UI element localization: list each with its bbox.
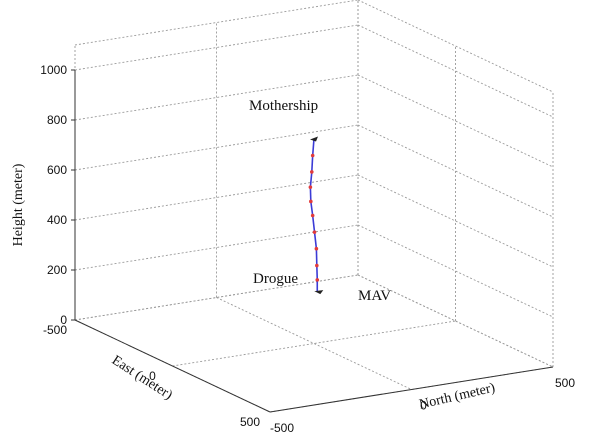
tick-label: 0 bbox=[420, 399, 427, 413]
tick-label: 800 bbox=[47, 113, 67, 127]
tick-label: 400 bbox=[47, 213, 67, 227]
trajectory-point bbox=[310, 213, 315, 218]
mav-label: MAV bbox=[358, 288, 391, 304]
grid-line bbox=[216, 297, 412, 390]
drogue-label: Drogue bbox=[253, 271, 298, 287]
trajectory-point bbox=[310, 170, 314, 174]
tick-label: 1000 bbox=[40, 63, 67, 77]
trajectory-point bbox=[315, 278, 320, 282]
x-axis-line bbox=[269, 366, 554, 413]
trajectory-point bbox=[314, 246, 319, 251]
trajectory-point bbox=[309, 199, 313, 204]
x-axis-label: North (meter) bbox=[418, 381, 497, 413]
tick-label: 0 bbox=[149, 369, 156, 383]
tick-label: 200 bbox=[47, 263, 67, 277]
tick-label: 500 bbox=[555, 376, 575, 390]
z-axis-label: Height (meter) bbox=[11, 163, 26, 246]
trajectory-point bbox=[310, 153, 315, 158]
tick-label: 0 bbox=[60, 313, 67, 327]
trajectory bbox=[308, 136, 324, 295]
y-axis-label: East (meter) bbox=[109, 353, 175, 403]
trajectory-point bbox=[312, 230, 317, 234]
trajectory-point bbox=[308, 185, 313, 189]
grid-lines bbox=[71, 0, 554, 413]
tick-label: -500 bbox=[270, 421, 294, 435]
trajectory-point bbox=[315, 263, 319, 268]
drogue-marker bbox=[314, 290, 324, 295]
tick-label: -500 bbox=[43, 323, 67, 337]
mothership-label: Mothership bbox=[249, 98, 318, 114]
y-axis-line bbox=[74, 319, 271, 413]
grid-line bbox=[172, 320, 456, 367]
mothership-marker bbox=[310, 136, 318, 142]
tick-label: 600 bbox=[47, 163, 67, 177]
tick-label: 500 bbox=[240, 415, 260, 429]
